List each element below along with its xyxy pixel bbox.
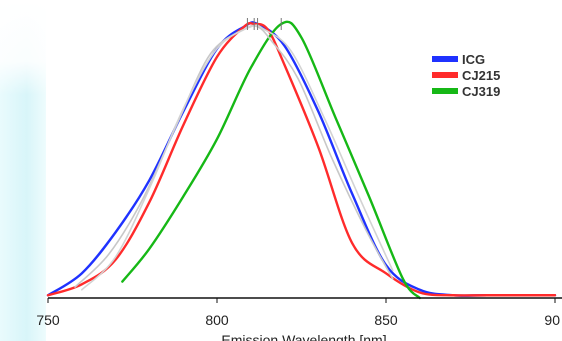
- gray-reference-line-4: [81, 24, 394, 291]
- x-tick-label-800: 800: [205, 312, 229, 328]
- x-axis-label: Emission Wavelength [nm]: [221, 332, 386, 341]
- x-tick-label-850: 850: [374, 312, 398, 328]
- cj319-series-line: [121, 20, 421, 300]
- peak-markers-layer: [246, 18, 282, 30]
- series-layer: [46, 20, 557, 300]
- legend-swatch-icg: [432, 56, 458, 62]
- legend-label-icg: ICG: [462, 52, 485, 67]
- legend-label-cj319: CJ319: [462, 84, 500, 99]
- legend-swatch-cj319: [432, 88, 458, 94]
- legend-label-cj215: CJ215: [462, 68, 500, 83]
- cj215-series-line: [46, 21, 557, 297]
- x-tick-label-750: 750: [36, 312, 60, 328]
- left-background-panel: [0, 0, 46, 341]
- x-ticks-layer: 750 800 850 90: [36, 298, 560, 328]
- x-tick-label-90: 90: [544, 312, 560, 328]
- legend-swatch-cj215: [432, 72, 458, 78]
